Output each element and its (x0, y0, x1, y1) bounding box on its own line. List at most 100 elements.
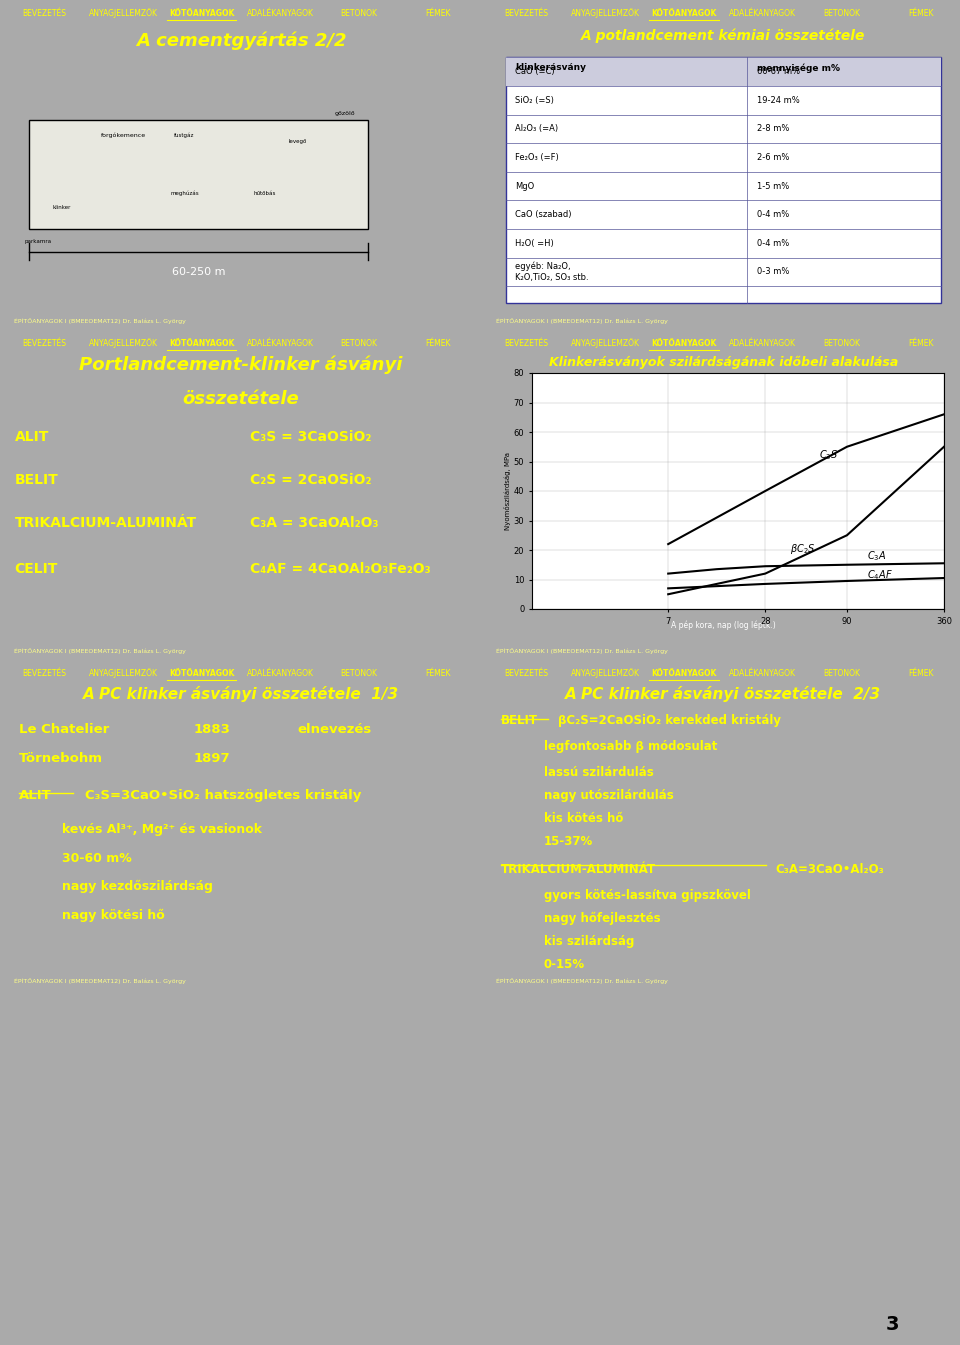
Text: nagy hőfejlesztés: nagy hőfejlesztés (543, 912, 660, 925)
Text: elnevezés: elnevezés (298, 724, 372, 736)
Text: BELIT: BELIT (501, 714, 539, 728)
Text: CELIT: CELIT (14, 562, 58, 576)
Text: $C_3A$: $C_3A$ (867, 550, 886, 564)
Text: KÖTŐANYAGOK: KÖTŐANYAGOK (169, 8, 234, 17)
Text: 1-5 m%: 1-5 m% (756, 182, 789, 191)
Text: BEVEZETÉS: BEVEZETÉS (22, 339, 66, 347)
Text: A PC klinker ásványi összetétele  2/3: A PC klinker ásványi összetétele 2/3 (565, 686, 881, 702)
Text: 3: 3 (886, 1315, 900, 1334)
Text: 19-24 m%: 19-24 m% (756, 95, 800, 105)
Text: KÖTŐANYAGOK: KÖTŐANYAGOK (652, 8, 717, 17)
Text: Törnebohm: Törnebohm (19, 752, 103, 765)
Bar (506, 58, 941, 303)
Text: összetétele: összetétele (182, 390, 300, 408)
Text: FÉMEK: FÉMEK (425, 668, 450, 678)
Text: 0-3 m%: 0-3 m% (756, 268, 789, 276)
Text: BEVEZETÉS: BEVEZETÉS (504, 339, 548, 347)
Text: parkamra: parkamra (24, 239, 52, 245)
Text: egyéb: Na₂O,
K₂O,TiO₂, SO₃ stb.: egyéb: Na₂O, K₂O,TiO₂, SO₃ stb. (516, 262, 589, 281)
Text: $C_4AF$: $C_4AF$ (867, 569, 893, 582)
Text: FÉMEK: FÉMEK (908, 339, 933, 347)
Text: MgO: MgO (516, 182, 535, 191)
Text: BETONOK: BETONOK (341, 8, 377, 17)
Text: BEVEZETÉS: BEVEZETÉS (22, 8, 66, 17)
Text: KÖTŐANYAGOK: KÖTŐANYAGOK (652, 339, 717, 347)
Text: ÉPÍTŐANYAGOK I (BMEEOEMAT12) Dr. Balázs L. György: ÉPÍTŐANYAGOK I (BMEEOEMAT12) Dr. Balázs … (14, 978, 186, 985)
Text: KÖTŐANYAGOK: KÖTŐANYAGOK (169, 339, 234, 347)
Text: ADALÉKANYAGOK: ADALÉKANYAGOK (730, 668, 797, 678)
Text: klinker: klinker (53, 204, 71, 210)
Text: BELIT: BELIT (14, 473, 59, 487)
Text: ALIT: ALIT (14, 430, 49, 444)
Text: ADALÉKANYAGOK: ADALÉKANYAGOK (247, 668, 314, 678)
Text: C₄AF = 4CaOAl₂O₃Fe₂O₃: C₄AF = 4CaOAl₂O₃Fe₂O₃ (251, 562, 431, 576)
Text: gyors kötés-lassítva gipszkövel: gyors kötés-lassítva gipszkövel (543, 889, 751, 902)
Text: H₂O( =H): H₂O( =H) (516, 238, 554, 247)
Text: SiO₂ (=S): SiO₂ (=S) (516, 95, 554, 105)
Text: fustgáz: fustgáz (174, 133, 195, 139)
Text: Klinkerásványok szilárdságának időbeli alakulása: Klinkerásványok szilárdságának időbeli a… (549, 356, 899, 369)
Text: 2-6 m%: 2-6 m% (756, 153, 789, 161)
Text: KÖTŐANYAGOK: KÖTŐANYAGOK (169, 668, 234, 678)
Text: meghúzás: meghúzás (170, 190, 199, 195)
Text: CaO (szabad): CaO (szabad) (516, 210, 572, 219)
Text: C₃S = 3CaOSiO₂: C₃S = 3CaOSiO₂ (251, 430, 372, 444)
Text: forgókemence: forgókemence (101, 133, 146, 139)
Bar (29, 120, 369, 229)
Text: A pép kora, nap (log léptk.): A pép kora, nap (log léptk.) (671, 621, 776, 631)
Text: BETONOK: BETONOK (824, 8, 860, 17)
Text: ADALÉKANYAGOK: ADALÉKANYAGOK (247, 339, 314, 347)
Text: nagy utószilárdulás: nagy utószilárdulás (543, 788, 674, 802)
Text: kis szilárdság: kis szilárdság (543, 935, 635, 948)
Text: lassú szilárdulás: lassú szilárdulás (543, 765, 654, 779)
Text: legfontosabb β módosulat: legfontosabb β módosulat (543, 740, 717, 753)
Text: Fe₂O₃ (=F): Fe₂O₃ (=F) (516, 153, 559, 161)
Text: βC₂S=2CaOSiO₂ kerekded kristály: βC₂S=2CaOSiO₂ kerekded kristály (558, 714, 780, 728)
Text: 0-15%: 0-15% (543, 958, 585, 971)
Text: TRIKALCIUM-ALUMINÁT: TRIKALCIUM-ALUMINÁT (14, 516, 197, 530)
Text: 15-37%: 15-37% (543, 835, 593, 847)
Text: C₃A=3CaO•Al₂O₃: C₃A=3CaO•Al₂O₃ (776, 863, 884, 876)
Text: FÉMEK: FÉMEK (425, 339, 450, 347)
Text: Al₂O₃ (=A): Al₂O₃ (=A) (516, 124, 559, 133)
Text: 60-67 m%: 60-67 m% (756, 67, 800, 77)
Text: ÉPÍTŐANYAGOK I (BMEEOEMAT12) Dr. Balázs L. György: ÉPÍTŐANYAGOK I (BMEEOEMAT12) Dr. Balázs … (496, 648, 668, 654)
Text: nagy kezdőszilárdság: nagy kezdőszilárdság (61, 881, 212, 893)
Text: ANYAGJELLEMZŐK: ANYAGJELLEMZŐK (88, 8, 157, 17)
Text: ÉPÍTŐANYAGOK I (BMEEOEMAT12) Dr. Balázs L. György: ÉPÍTŐANYAGOK I (BMEEOEMAT12) Dr. Balázs … (496, 978, 668, 985)
Text: kevés Al³⁺, Mg²⁺ és vasionok: kevés Al³⁺, Mg²⁺ és vasionok (61, 823, 262, 837)
Text: C₃S=3CaO•SiO₂ hatszögletes kristály: C₃S=3CaO•SiO₂ hatszögletes kristály (85, 788, 362, 802)
Text: klinkerásvány: klinkerásvány (516, 63, 587, 73)
Text: 2-8 m%: 2-8 m% (756, 124, 789, 133)
Text: 30-60 m%: 30-60 m% (61, 851, 132, 865)
Y-axis label: Nyomószilárdság, MPa: Nyomószilárdság, MPa (504, 452, 511, 530)
Text: Portlandcement-klinker ásványi: Portlandcement-klinker ásványi (80, 356, 402, 374)
Bar (506, 58, 941, 86)
Text: $\beta C_2S$: $\beta C_2S$ (790, 542, 816, 555)
Text: BEVEZETÉS: BEVEZETÉS (504, 8, 548, 17)
Text: 0-4 m%: 0-4 m% (756, 238, 789, 247)
Text: ANYAGJELLEMZŐK: ANYAGJELLEMZŐK (571, 668, 639, 678)
Text: KÖTŐANYAGOK: KÖTŐANYAGOK (652, 668, 717, 678)
Text: FÉMEK: FÉMEK (908, 668, 933, 678)
Text: C₃A = 3CaOAl₂O₃: C₃A = 3CaOAl₂O₃ (251, 516, 379, 530)
Text: 60-250 m: 60-250 m (172, 266, 226, 277)
Text: 1883: 1883 (194, 724, 230, 736)
Text: Le Chatelier: Le Chatelier (19, 724, 109, 736)
Text: ÉPÍTŐANYAGOK I (BMEEOEMAT12) Dr. Balázs L. György: ÉPÍTŐANYAGOK I (BMEEOEMAT12) Dr. Balázs … (14, 648, 186, 654)
Text: A potlandcement kémiai összetétele: A potlandcement kémiai összetétele (582, 28, 866, 43)
Text: hűtőbás: hűtőbás (253, 191, 276, 195)
Text: 1897: 1897 (194, 752, 230, 765)
Text: gőzölő: gőzölő (334, 110, 355, 116)
Text: levegő: levegő (288, 139, 307, 144)
Text: ANYAGJELLEMZŐK: ANYAGJELLEMZŐK (571, 8, 639, 17)
Text: C₂S = 2CaOSiO₂: C₂S = 2CaOSiO₂ (251, 473, 372, 487)
Text: TRIKALCIUM-ALUMINÁT: TRIKALCIUM-ALUMINÁT (501, 863, 657, 876)
Text: kis kötés hő: kis kötés hő (543, 811, 623, 824)
Text: A cementgyártás 2/2: A cementgyártás 2/2 (135, 31, 347, 50)
Text: ANYAGJELLEMZŐK: ANYAGJELLEMZŐK (571, 338, 639, 348)
Text: BEVEZETÉS: BEVEZETÉS (22, 668, 66, 678)
Text: ADALÉKANYAGOK: ADALÉKANYAGOK (730, 339, 797, 347)
Text: BETONOK: BETONOK (824, 668, 860, 678)
Text: ADALÉKANYAGOK: ADALÉKANYAGOK (730, 8, 797, 17)
